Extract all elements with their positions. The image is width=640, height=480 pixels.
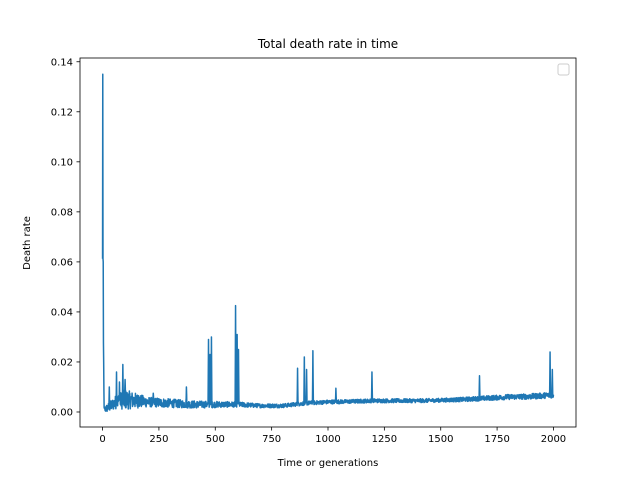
y-axis-ticks: 0.00 0.02 0.04 0.06 0.08 0.10 0.12 0.14 (51, 57, 80, 418)
y-tick-label: 0.12 (51, 107, 73, 118)
x-tick-label: 0 (99, 434, 105, 445)
x-tick-label: 2000 (541, 434, 566, 445)
x-tick-label: 1500 (428, 434, 453, 445)
y-tick-label: 0.00 (51, 407, 73, 418)
plot-area (101, 73, 555, 413)
x-axis-ticks: 0 250 500 750 1000 1250 1500 1750 2000 (99, 427, 566, 445)
legend (557, 63, 570, 76)
x-tick-label: 500 (206, 434, 225, 445)
x-tick-label: 1000 (315, 434, 340, 445)
plot-frame (79, 57, 577, 428)
series-line (101, 73, 555, 413)
x-tick-label: 1250 (372, 434, 397, 445)
y-axis-label: Death rate (22, 216, 33, 270)
y-tick-label: 0.10 (51, 157, 73, 168)
x-tick-label: 750 (262, 434, 281, 445)
y-tick-label: 0.04 (51, 307, 73, 318)
x-tick-label: 250 (149, 434, 168, 445)
y-tick-label: 0.02 (51, 357, 73, 368)
y-tick-label: 0.08 (51, 207, 73, 218)
chart-title: Total death rate in time (257, 37, 398, 51)
y-tick-label: 0.14 (51, 57, 73, 68)
x-tick-label: 1750 (484, 434, 509, 445)
y-tick-label: 0.06 (51, 257, 73, 268)
x-axis-label: Time or generations (277, 458, 379, 469)
